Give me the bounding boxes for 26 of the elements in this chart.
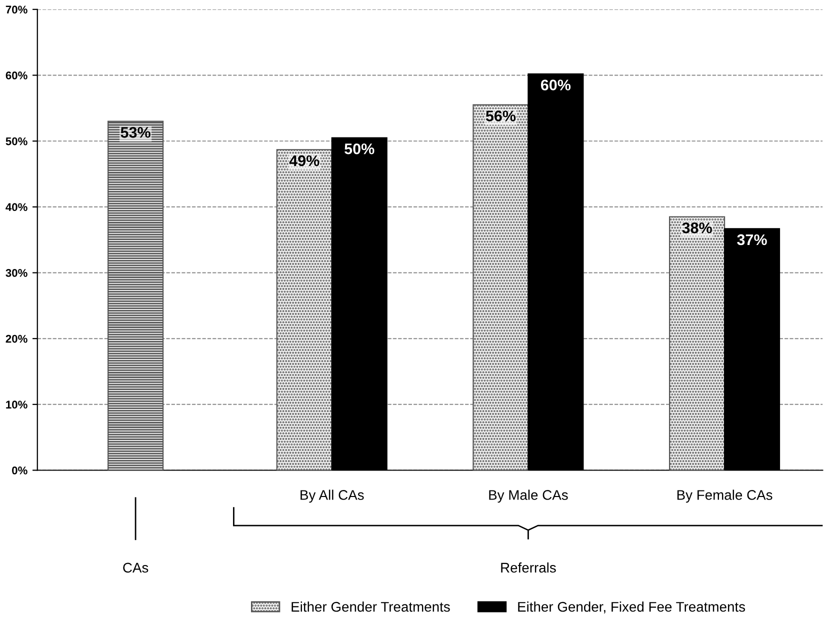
y-tick-label: 10% xyxy=(6,400,28,409)
y-tick-label: 40% xyxy=(6,203,28,212)
y-tick-label: 60% xyxy=(6,72,28,80)
y-tick-label: 50% xyxy=(6,137,28,146)
bar xyxy=(472,104,529,470)
data-label: 50% xyxy=(344,143,374,154)
x-tick-label: By All CAs xyxy=(300,490,364,503)
bar xyxy=(276,149,332,470)
text: Referrals xyxy=(501,562,556,573)
data-label: 38% xyxy=(682,222,712,234)
y-tick-label: 20% xyxy=(6,334,28,343)
legend-label: Either Gender Treatments xyxy=(292,602,450,612)
y-tick-label: 0% xyxy=(12,466,28,474)
data-label: 56% xyxy=(486,110,516,122)
bar xyxy=(669,216,726,470)
x-tick-label: By Male CAs xyxy=(489,490,568,503)
x-tick-label: By Female CAs xyxy=(677,490,772,503)
data-label: 53% xyxy=(120,126,150,138)
data-label: 60% xyxy=(540,80,571,90)
y-tick-label: 30% xyxy=(6,269,28,277)
data-label: 37% xyxy=(737,234,767,246)
text: CAs xyxy=(123,562,148,573)
legend-label: Either Gender, Fixed Fee Treatments xyxy=(518,602,746,614)
y-tick-label: 70% xyxy=(6,6,28,14)
data-label: 49% xyxy=(289,155,320,166)
bar xyxy=(108,120,164,470)
